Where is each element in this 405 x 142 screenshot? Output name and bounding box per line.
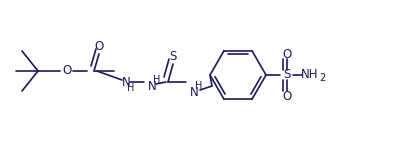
Text: S: S [283, 68, 290, 82]
Text: H: H [195, 81, 202, 91]
Text: NH: NH [301, 68, 318, 82]
Text: H: H [127, 83, 134, 93]
Text: O: O [62, 64, 71, 78]
Text: N: N [189, 85, 198, 99]
Text: N: N [122, 76, 130, 88]
Text: 2: 2 [318, 73, 324, 83]
Text: S: S [169, 51, 176, 63]
Text: O: O [282, 89, 291, 103]
Text: N: N [147, 81, 156, 93]
Text: H: H [153, 75, 160, 85]
Text: O: O [94, 40, 103, 54]
Text: O: O [282, 48, 291, 60]
